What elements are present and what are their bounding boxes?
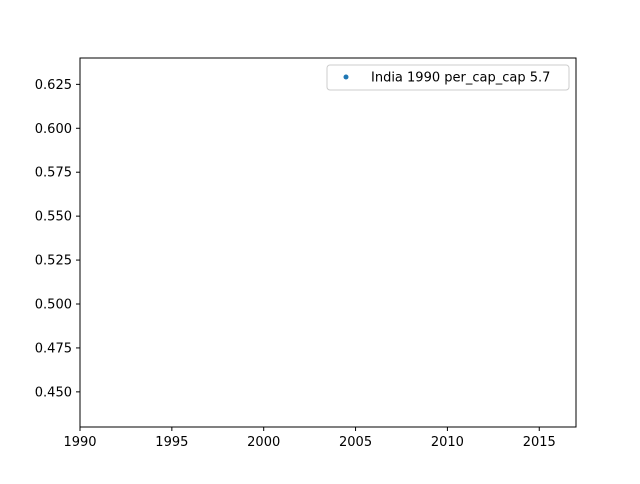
plot-frame	[79, 57, 577, 428]
y-tick-label: 0.450	[35, 385, 72, 400]
y-axis-ticks: 0.450 0.475 0.500 0.525 0.550 0.575 0.600 0.625	[35, 78, 80, 400]
x-tick-label: 1990	[63, 435, 96, 450]
x-axis-ticks: 1990 1995 2000 2005 2010 2015	[63, 427, 556, 450]
x-tick-label: 1995	[155, 435, 188, 450]
y-tick-label: 0.500	[35, 298, 72, 313]
y-tick-label: 0.625	[35, 78, 72, 93]
y-tick-label: 0.525	[35, 254, 72, 269]
y-tick-label: 0.600	[35, 122, 72, 137]
x-tick-label: 2005	[339, 435, 372, 450]
x-tick-label: 2010	[431, 435, 464, 450]
legend-label: India 1990 per_cap_cap 5.7	[371, 71, 550, 86]
y-tick-label: 0.575	[35, 166, 72, 181]
y-tick-label: 0.550	[35, 210, 72, 225]
y-tick-label: 0.475	[35, 341, 72, 356]
legend-marker	[343, 74, 349, 80]
x-tick-label: 2000	[247, 435, 280, 450]
legend: India 1990 per_cap_cap 5.7	[326, 64, 570, 91]
x-tick-label: 2015	[523, 435, 556, 450]
legend-box	[326, 64, 570, 91]
